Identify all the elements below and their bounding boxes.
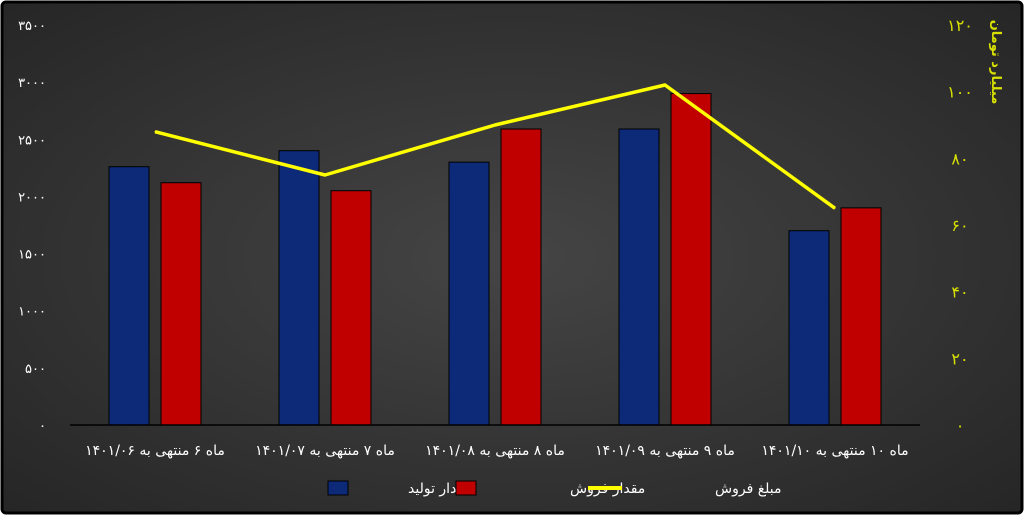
right-axis-label: میلیارد تومان xyxy=(988,20,1003,105)
sales-amount-point xyxy=(664,84,666,86)
y-right-tick-label: ۱۲۰ xyxy=(947,16,973,35)
y-right-tick-label: ۰ xyxy=(956,416,965,435)
y-left-tick-label: ۲۰۰۰ xyxy=(18,190,46,205)
sales-amount-point xyxy=(324,174,326,176)
x-category-label: ماه ۷ منتهی به ۱۴۰۱/۰۷ xyxy=(255,443,395,459)
sales-amount-point xyxy=(154,131,156,133)
x-category-label: ماه ۹ منتهی به ۱۴۰۱/۰۹ xyxy=(595,443,735,459)
sales-amount-point xyxy=(834,207,836,209)
y-left-tick-label: ۳۰۰۰ xyxy=(18,76,46,91)
y-right-tick-label: ۲۰ xyxy=(951,349,968,368)
y-left-tick-label: ۱۰۰۰ xyxy=(18,305,46,320)
y-left-tick-label: ۲۵۰۰ xyxy=(18,133,46,148)
y-left-tick-label: ۳۵۰۰ xyxy=(18,19,46,34)
y-left-tick-label: ۵۰۰ xyxy=(25,362,46,377)
y-right-tick-label: ۴۰ xyxy=(951,283,968,302)
x-category-label: ماه ۸ منتهی به ۱۴۰۱/۰۸ xyxy=(425,443,565,459)
x-category-label: ماه ۶ منتهی به ۱۴۰۱/۰۶ xyxy=(85,443,225,459)
y-left-tick-label: ۰ xyxy=(39,419,46,434)
legend-swatch xyxy=(455,480,477,496)
y-right-tick-label: ۱۰۰ xyxy=(947,83,973,102)
bar-sales xyxy=(670,93,712,426)
bar-sales xyxy=(840,207,882,426)
bar-sales xyxy=(500,128,542,426)
y-right-tick-label: ۸۰ xyxy=(951,149,968,168)
y-right-tick-label: ۶۰ xyxy=(951,216,968,235)
y-left-tick-label: ۱۵۰۰ xyxy=(18,248,46,263)
sales-amount-point xyxy=(494,124,496,126)
bar-production xyxy=(278,150,320,426)
bar-sales xyxy=(160,182,202,426)
legend-swatch xyxy=(327,480,349,496)
bar-production xyxy=(618,128,660,426)
bar-production xyxy=(788,230,830,426)
bar-production xyxy=(108,166,150,426)
legend-label: مبلغ فروش xyxy=(715,481,782,497)
x-category-label: ماه ۱۰ منتهی به ۱۴۰۱/۱۰ xyxy=(761,443,908,459)
bar-sales xyxy=(330,190,372,426)
bar-production xyxy=(448,161,490,426)
